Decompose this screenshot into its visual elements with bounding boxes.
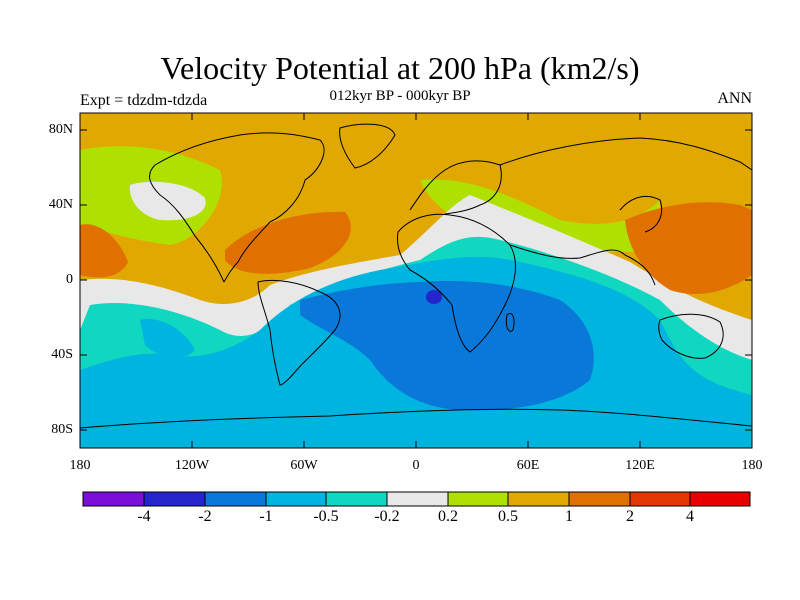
colorbar-label: -0.2 — [374, 508, 400, 525]
lat-label-40n: 40N — [48, 197, 73, 212]
lon-label-0: 0 — [412, 458, 420, 473]
contour-fill — [80, 113, 752, 448]
colorbar-swatch — [204, 491, 267, 507]
colorbar-swatch — [689, 491, 751, 507]
colorbar-label: 0.2 — [438, 508, 458, 525]
colorbar-label: -4 — [137, 508, 151, 525]
colorbar-swatch — [568, 491, 631, 507]
colorbar-label: 1 — [565, 508, 573, 525]
lon-ticks — [79, 113, 753, 448]
lon-label-120w: 120W — [174, 458, 210, 473]
lat-label-0: 0 — [66, 272, 73, 287]
colorbar-swatch — [629, 491, 691, 507]
colorbar-label: -1 — [259, 508, 273, 525]
colorbar — [82, 491, 751, 507]
lon-label-180e: 180 — [741, 458, 763, 473]
plot-subtitle: 012kyr BP - 000kyr BP — [329, 88, 471, 104]
lon-label-120e: 120E — [625, 458, 655, 473]
colorbar-label: -2 — [198, 508, 212, 525]
lat-label-80n: 80N — [48, 122, 73, 137]
colorbar-swatch — [386, 491, 449, 507]
lat-label-80s: 80S — [51, 422, 73, 437]
experiment-label: Expt = tdzdm-tdzda — [80, 92, 208, 109]
lon-label-180w: 180 — [69, 458, 91, 473]
lon-label-60e: 60E — [516, 458, 540, 473]
colorbar-swatch — [143, 491, 206, 507]
lon-label-60w: 60W — [290, 458, 318, 473]
colorbar-swatch — [447, 491, 509, 507]
colorbar-swatch — [325, 491, 388, 507]
season-label: ANN — [717, 90, 752, 107]
colorbar-swatch — [507, 491, 570, 507]
lat-ticks — [80, 129, 752, 431]
colorbar-swatch — [82, 491, 145, 507]
colorbar-swatch — [265, 491, 327, 507]
colorbar-label: -0.5 — [313, 508, 339, 525]
lat-label-40s: 40S — [51, 347, 73, 362]
coastlines — [80, 123, 752, 429]
colorbar-label: 4 — [686, 508, 694, 525]
plot-title: Velocity Potential at 200 hPa (km2/s) — [160, 50, 640, 86]
colorbar-label: 2 — [626, 508, 634, 525]
colorbar-label: 0.5 — [498, 508, 518, 525]
